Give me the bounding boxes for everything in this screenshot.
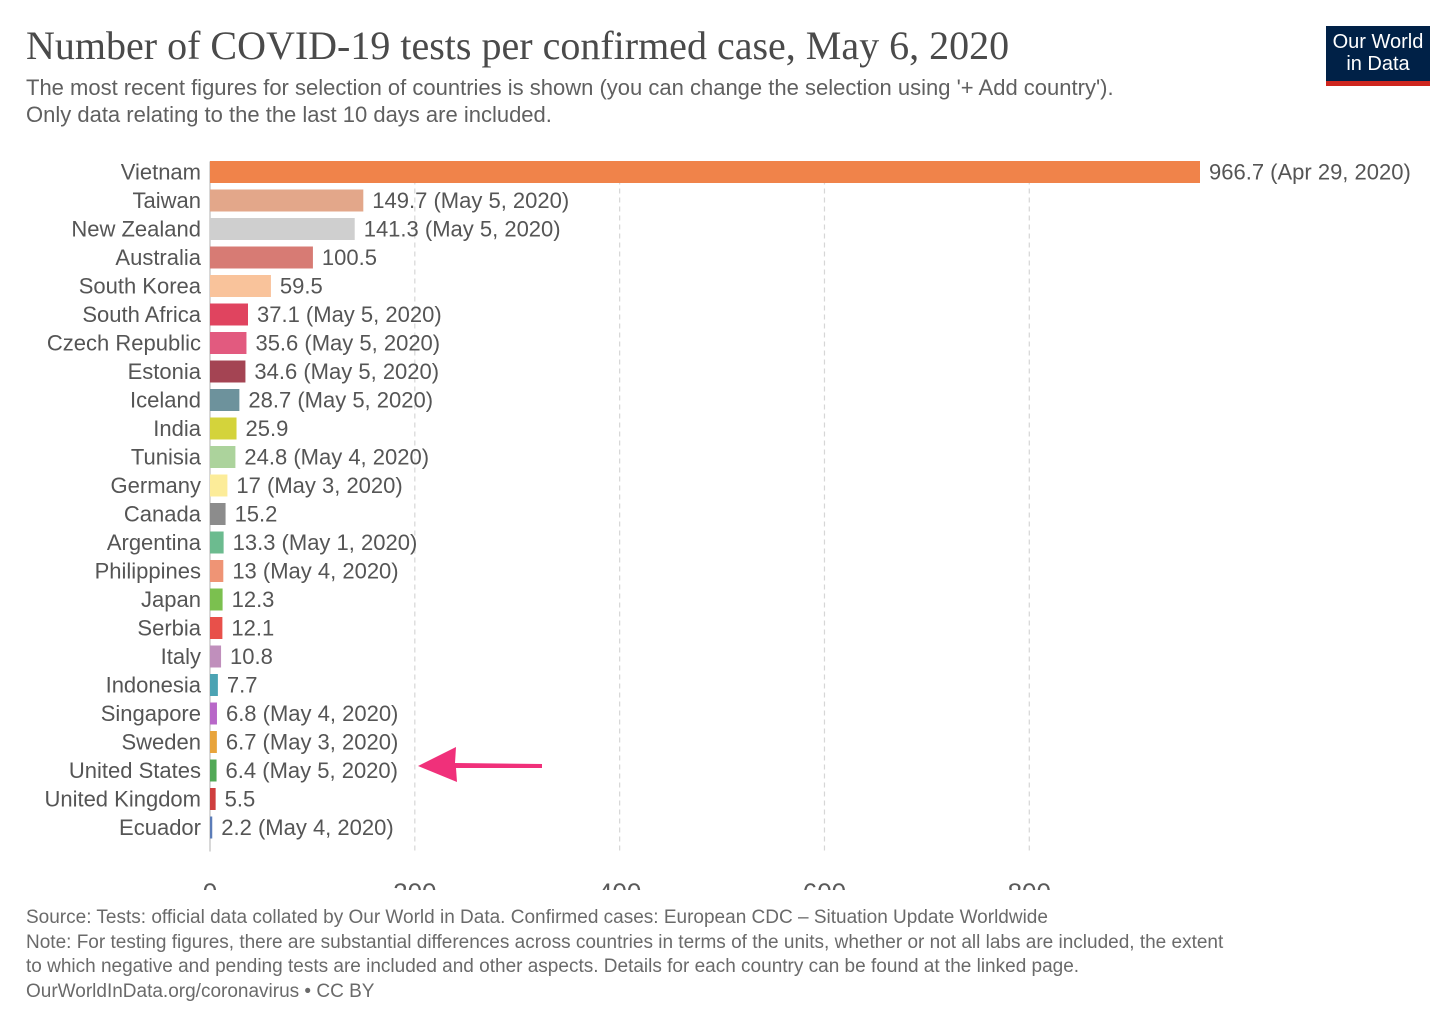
annotation-arrow [418, 747, 542, 782]
value-label: 7.7 [227, 673, 258, 698]
bar [210, 702, 217, 725]
bar [210, 474, 228, 497]
value-label: 5.5 [225, 787, 256, 812]
bar [210, 531, 224, 554]
owid-logo[interactable]: Our World in Data [1326, 26, 1430, 86]
bar [210, 617, 223, 639]
category-label: Singapore [101, 701, 201, 726]
category-label: Czech Republic [47, 331, 201, 356]
category-label: India [153, 416, 201, 441]
category-label: Serbia [137, 616, 201, 641]
value-label: 28.7 (May 5, 2020) [248, 388, 433, 413]
chart-subtitle: The most recent figures for selection of… [26, 74, 1296, 128]
chart-title: Number of COVID-19 tests per confirmed c… [26, 23, 1010, 68]
bar [210, 446, 236, 468]
category-label: Australia [115, 245, 201, 270]
value-label: 37.1 (May 5, 2020) [257, 302, 442, 327]
category-label: Ecuador [119, 815, 201, 840]
value-label: 15.2 [235, 502, 278, 527]
category-label: Iceland [130, 388, 201, 413]
subtitle-line-1: The most recent figures for selection of… [26, 75, 1114, 100]
category-label: Philippines [95, 559, 201, 584]
category-label: Vietnam [121, 160, 201, 185]
category-label: Sweden [121, 730, 201, 755]
bar [210, 560, 224, 582]
category-label: United States [69, 758, 201, 783]
bar [210, 503, 226, 525]
bar [210, 161, 1200, 183]
bar [210, 360, 246, 383]
category-label: South Africa [82, 302, 201, 327]
value-label: 12.1 [231, 616, 274, 641]
value-label: 35.6 (May 5, 2020) [255, 331, 440, 356]
value-label: 12.3 [232, 587, 275, 612]
bar [210, 816, 213, 839]
bar [210, 275, 271, 297]
bar [210, 332, 247, 354]
category-label: South Korea [79, 274, 202, 299]
category-label: United Kingdom [44, 787, 201, 812]
bar [210, 303, 248, 326]
value-label: 10.8 [230, 644, 273, 669]
bar [210, 645, 222, 668]
value-label: 34.6 (May 5, 2020) [254, 359, 439, 384]
x-tick-label: 600 [803, 878, 846, 891]
category-label: Estonia [128, 359, 202, 384]
bar [210, 674, 218, 696]
bar [210, 189, 364, 212]
subtitle-line-2: Only data relating to the the last 10 da… [26, 102, 552, 127]
value-label: 6.4 (May 5, 2020) [226, 758, 398, 783]
x-tick-label: 800 [1008, 878, 1051, 891]
x-tick-label: 400 [598, 878, 641, 891]
value-label: 6.7 (May 3, 2020) [226, 730, 398, 755]
category-label: Canada [124, 502, 202, 527]
source-note: Source: Tests: official data collated by… [26, 907, 1048, 928]
category-label: New Zealand [71, 217, 201, 242]
value-label: 6.8 (May 4, 2020) [226, 701, 398, 726]
value-label: 13 (May 4, 2020) [232, 559, 398, 584]
bar [210, 731, 217, 753]
x-tick-label: 200 [393, 878, 436, 891]
bar [210, 246, 313, 269]
value-label: 25.9 [246, 416, 289, 441]
logo-line-2: in Data [1346, 53, 1410, 75]
value-label: 24.8 (May 4, 2020) [244, 445, 429, 470]
value-label: 100.5 [322, 245, 377, 270]
bar [210, 417, 237, 440]
logo-line-1: Our World [1332, 31, 1424, 53]
value-label: 13.3 (May 1, 2020) [233, 530, 418, 555]
category-label: Tunisia [131, 445, 202, 470]
category-label: Taiwan [133, 188, 201, 213]
bar [210, 588, 223, 611]
bar-chart: 0 200 400 600 800 Vietnam 966.7 (Apr 29, 2020)… [44, 160, 1411, 891]
bar [210, 759, 217, 782]
value-label: 966.7 (Apr 29, 2020) [1209, 160, 1411, 185]
category-label: Indonesia [106, 673, 202, 698]
value-label: 149.7 (May 5, 2020) [372, 188, 569, 213]
bar [210, 389, 240, 411]
methodology-note-line-2: to which negative and pending tests are … [26, 956, 1080, 977]
chart-footer: Source: Tests: official data collated by… [26, 906, 1426, 1004]
methodology-note-line-1: Note: For testing figures, there are sub… [26, 931, 1224, 953]
bar [210, 218, 355, 240]
category-label: Germany [111, 473, 201, 498]
credit-link[interactable]: OurWorldInData.org/coronavirus • CC BY [26, 980, 375, 1002]
value-label: 17 (May 3, 2020) [236, 473, 402, 498]
value-label: 141.3 (May 5, 2020) [364, 217, 561, 242]
category-label: Argentina [107, 530, 202, 555]
category-label: Japan [141, 587, 201, 612]
category-label: Italy [161, 644, 201, 669]
bar [210, 788, 216, 810]
value-label: 2.2 (May 4, 2020) [221, 815, 393, 840]
x-tick-label: 0 [203, 878, 217, 891]
value-label: 59.5 [280, 274, 323, 299]
